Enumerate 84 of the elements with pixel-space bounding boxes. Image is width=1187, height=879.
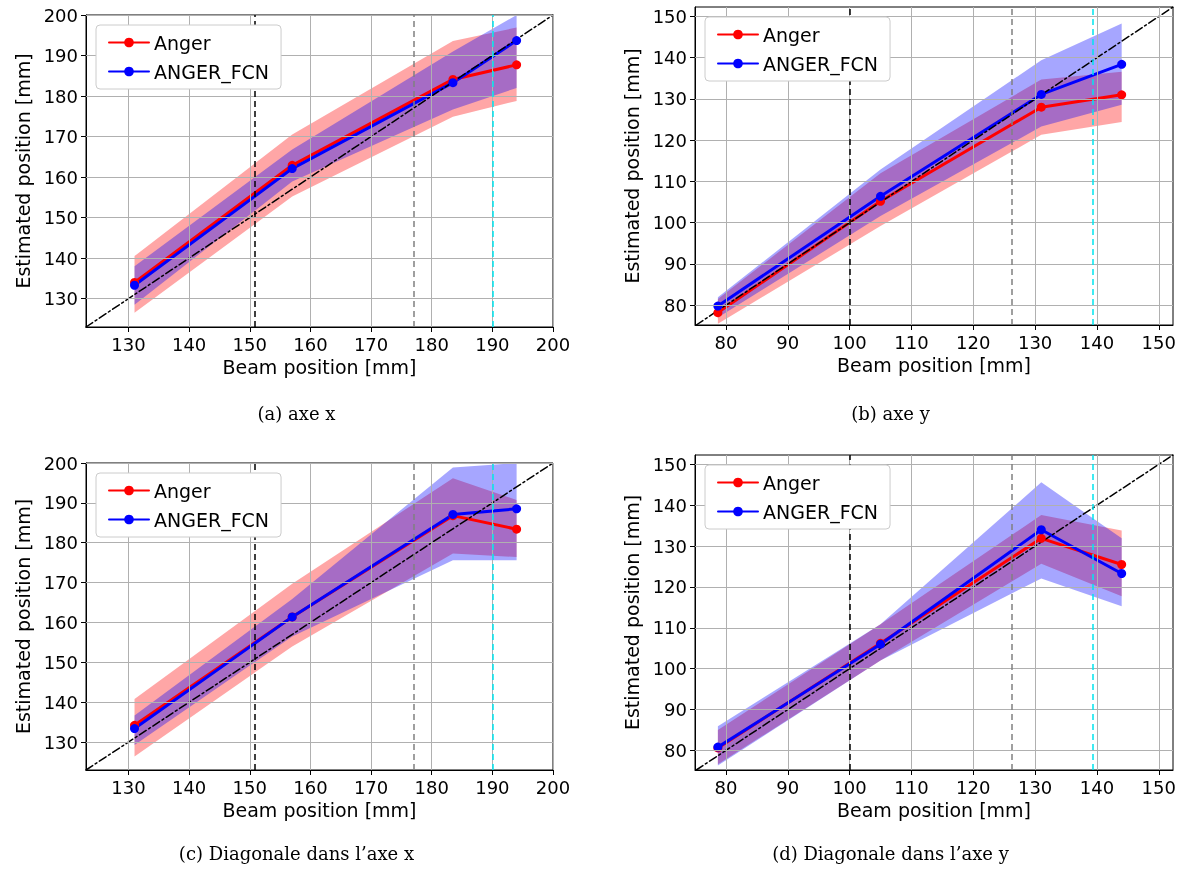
x-axis-title: Beam position [mm] [222, 356, 417, 379]
legend-label: Anger [154, 31, 211, 54]
y-tick-label: 200 [43, 4, 78, 26]
y-tick-label: 130 [652, 535, 687, 557]
y-tick-label: 100 [652, 658, 687, 680]
y-tick-label: 190 [43, 45, 78, 67]
y-tick-label: 140 [652, 47, 687, 69]
legend-label: ANGER_FCN [763, 52, 879, 76]
x-tick-label: 120 [956, 776, 991, 798]
legend-label: ANGER_FCN [154, 508, 270, 532]
x-tick-label: 130 [111, 333, 146, 355]
x-tick-label: 180 [414, 776, 449, 798]
x-tick-label: 110 [894, 776, 929, 798]
legend-label: Anger [763, 471, 820, 494]
y-tick-label: 140 [43, 691, 78, 713]
y-tick-label: 170 [43, 572, 78, 594]
y-tick-label: 80 [664, 294, 687, 316]
y-tick-label: 120 [652, 129, 687, 151]
y-tick-label: 200 [43, 452, 78, 474]
y-tick-label: 140 [652, 494, 687, 516]
text: (d) Diagonale dans l’axe y [772, 842, 1010, 864]
y-tick-label: 120 [652, 576, 687, 598]
x-tick-label: 140 [1079, 331, 1115, 353]
x-axis-title: Beam position [mm] [222, 799, 417, 822]
legend-label: Anger [154, 479, 211, 502]
x-tick-label: 150 [232, 333, 267, 355]
y-tick-label: 170 [43, 126, 78, 148]
y-tick-label: 110 [652, 617, 687, 639]
text: (c) Diagonale dans l’axe x [178, 842, 415, 864]
y-axis-title: Estimated position [mm] [12, 53, 35, 289]
x-tick-label: 170 [353, 776, 389, 798]
legend-label: Anger [763, 23, 820, 46]
x-tick-label: 90 [776, 776, 800, 798]
y-tick-label: 130 [43, 731, 78, 753]
x-tick-label: 200 [535, 776, 571, 798]
y-tick-label: 150 [652, 453, 687, 475]
y-tick-label: 160 [43, 166, 78, 188]
x-tick-label: 170 [353, 333, 389, 355]
y-tick-label: 130 [652, 88, 687, 110]
x-tick-label: 150 [1141, 776, 1176, 798]
text: (b) axe y [851, 402, 931, 424]
y-tick-label: 130 [43, 288, 78, 310]
y-axis-title: Estimated position [mm] [621, 494, 644, 731]
x-tick-label: 140 [1079, 776, 1115, 798]
legend-label: ANGER_FCN [154, 60, 270, 84]
x-tick-label: 150 [232, 776, 267, 798]
text: (a) axe x [257, 402, 336, 424]
y-axis-title: Estimated position [mm] [12, 498, 35, 735]
x-tick-label: 190 [475, 333, 510, 355]
y-tick-label: 150 [652, 5, 687, 27]
y-tick-label: 180 [43, 532, 78, 554]
x-tick-label: 200 [535, 333, 571, 355]
y-tick-label: 100 [652, 212, 687, 234]
legend-label: ANGER_FCN [763, 500, 879, 524]
x-tick-label: 100 [832, 776, 867, 798]
x-tick-label: 130 [111, 776, 146, 798]
x-tick-label: 80 [714, 331, 738, 353]
y-tick-label: 150 [43, 207, 78, 229]
x-tick-label: 80 [714, 776, 738, 798]
x-tick-label: 90 [776, 331, 800, 353]
x-tick-label: 140 [171, 333, 207, 355]
x-tick-label: 130 [1017, 776, 1053, 798]
x-axis-title: Beam position [mm] [836, 354, 1032, 377]
x-tick-label: 130 [1017, 331, 1053, 353]
x-tick-label: 150 [1141, 331, 1176, 353]
y-tick-label: 150 [43, 651, 78, 673]
x-tick-label: 100 [832, 331, 867, 353]
y-axis-title: Estimated position [mm] [621, 48, 644, 284]
x-tick-label: 160 [293, 333, 328, 355]
x-tick-label: 140 [171, 776, 207, 798]
x-tick-label: 190 [475, 776, 510, 798]
x-tick-label: 120 [956, 331, 991, 353]
x-tick-label: 110 [894, 331, 929, 353]
x-axis-title: Beam position [mm] [836, 799, 1032, 822]
y-tick-label: 160 [43, 611, 78, 633]
x-tick-label: 180 [414, 333, 449, 355]
y-tick-label: 190 [43, 492, 78, 514]
y-tick-label: 140 [43, 247, 78, 269]
y-tick-label: 110 [652, 170, 687, 192]
y-tick-label: 80 [664, 739, 687, 761]
y-tick-label: 90 [664, 253, 687, 275]
x-tick-label: 160 [293, 776, 328, 798]
y-tick-label: 180 [43, 85, 78, 107]
y-tick-label: 90 [664, 699, 687, 721]
